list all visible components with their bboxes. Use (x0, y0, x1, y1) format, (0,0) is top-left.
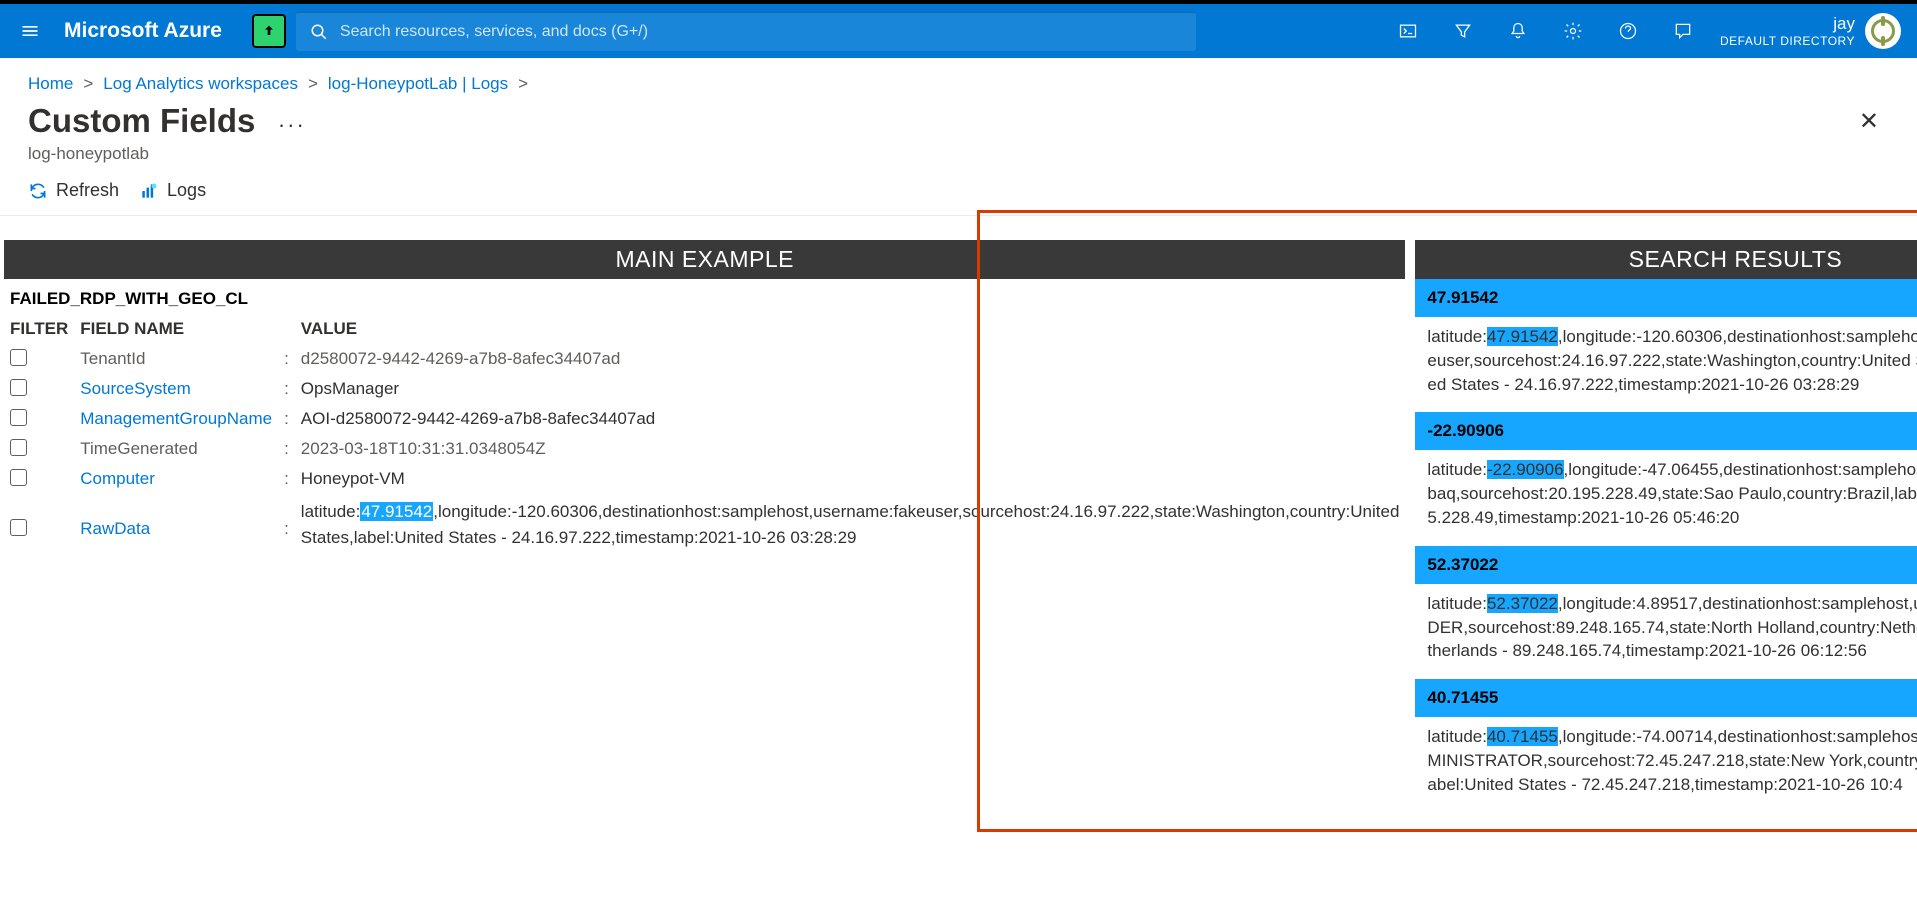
breadcrumb: Home > Log Analytics workspaces > log-Ho… (0, 58, 1917, 100)
topbar-icon-group (1380, 4, 1710, 58)
close-button[interactable]: ✕ (1859, 107, 1879, 136)
field-value-cell: AOI-d2580072-9442-4269-a7b8-8afec34407ad (295, 405, 1406, 435)
filter-checkbox[interactable] (10, 439, 27, 456)
page-title: Custom Fields (28, 102, 255, 139)
filter-checkbox[interactable] (10, 469, 27, 486)
logs-icon (139, 181, 159, 201)
chevron-right-icon: > (83, 74, 93, 94)
filter-checkbox[interactable] (10, 379, 27, 396)
field-name-cell[interactable]: Computer (74, 465, 278, 495)
filter-checkbox[interactable] (10, 349, 27, 366)
filter-checkbox[interactable] (10, 519, 27, 536)
breadcrumb-logs[interactable]: log-HoneypotLab | Logs (328, 74, 508, 94)
user-name: jay (1720, 14, 1855, 34)
bell-icon (1508, 21, 1528, 41)
search-result-header[interactable]: 52.37022 (1415, 546, 1917, 584)
field-name-cell[interactable]: ManagementGroupName (74, 405, 278, 435)
example-table: FILTER FIELD NAME VALUE TenantId:d258007… (4, 315, 1405, 556)
main-example-header: MAIN EXAMPLE (4, 240, 1405, 279)
azure-brand[interactable]: Microsoft Azure (64, 19, 222, 43)
search-results-panel: SEARCH RESULTS 47.91542latitude:47.91542… (1415, 240, 1917, 879)
hamburger-menu-button[interactable] (10, 11, 50, 51)
table-row: RawData:latitude:47.91542,longitude:-120… (4, 495, 1405, 556)
feedback-icon (1673, 21, 1693, 41)
chevron-right-icon: > (308, 74, 318, 94)
main-content: MAIN EXAMPLE FAILED_RDP_WITH_GEO_CL FILT… (0, 216, 1917, 879)
chevron-right-icon: > (518, 74, 528, 94)
user-menu[interactable]: jay DEFAULT DIRECTORY (1720, 13, 1907, 49)
table-row: ManagementGroupName:AOI-d2580072-9442-42… (4, 405, 1405, 435)
avatar (1865, 13, 1901, 49)
arrow-up-icon (261, 23, 277, 39)
field-value-cell: Honeypot-VM (295, 465, 1406, 495)
filter-icon (1453, 21, 1473, 41)
filter-button[interactable] (1435, 4, 1490, 58)
rawdata-value: latitude:47.91542,longitude:-120.60306,d… (295, 495, 1406, 556)
global-search[interactable] (296, 11, 1196, 51)
search-result-header[interactable]: -22.90906 (1415, 412, 1917, 450)
search-result-header[interactable]: 47.91542 (1415, 279, 1917, 317)
command-bar: Refresh Logs (0, 174, 1917, 216)
breadcrumb-home[interactable]: Home (28, 74, 73, 94)
gear-icon (1563, 21, 1583, 41)
main-example-panel: MAIN EXAMPLE FAILED_RDP_WITH_GEO_CL FILT… (4, 240, 1405, 879)
field-value-cell: OpsManager (295, 375, 1406, 405)
top-bar: Microsoft Azure jay DEFAULT DIRECTORY (0, 4, 1917, 58)
search-input[interactable] (340, 23, 1182, 41)
notifications-button[interactable] (1490, 4, 1545, 58)
table-row: TimeGenerated:2023-03-18T10:31:31.034805… (4, 435, 1405, 465)
col-value-header: VALUE (295, 315, 1406, 345)
hamburger-icon (20, 21, 40, 41)
logs-button[interactable]: Logs (139, 180, 206, 201)
field-name-cell[interactable]: SourceSystem (74, 375, 278, 405)
help-button[interactable] (1600, 4, 1655, 58)
table-row: TenantId:d2580072-9442-4269-a7b8-8afec34… (4, 345, 1405, 375)
logs-label: Logs (167, 180, 206, 201)
page-header: Custom Fields ··· ✕ (0, 100, 1917, 144)
cloud-shell-button[interactable] (1380, 4, 1435, 58)
refresh-icon (28, 181, 48, 201)
search-result-body: latitude:40.71455,longitude:-74.00714,de… (1415, 717, 1917, 812)
search-result-body: latitude:52.37022,longitude:4.89517,dest… (1415, 584, 1917, 679)
feedback-button[interactable] (1655, 4, 1710, 58)
col-field-header: FIELD NAME (74, 315, 278, 345)
col-filter-header: FILTER (4, 315, 74, 345)
more-actions-button[interactable]: ··· (278, 112, 306, 137)
table-row: SourceSystem:OpsManager (4, 375, 1405, 405)
filter-checkbox[interactable] (10, 409, 27, 426)
upgrade-box-button[interactable] (252, 14, 286, 48)
field-value-cell: d2580072-9442-4269-a7b8-8afec34407ad (295, 345, 1406, 375)
user-directory: DEFAULT DIRECTORY (1720, 34, 1855, 48)
search-result-body: latitude:-22.90906,longitude:-47.06455,d… (1415, 450, 1917, 545)
table-row: Computer:Honeypot-VM (4, 465, 1405, 495)
main-example-subheader: FAILED_RDP_WITH_GEO_CL (4, 279, 1405, 315)
field-name-cell: TenantId (74, 345, 278, 375)
page-subtitle: log-honeypotlab (0, 144, 1917, 174)
field-name-cell[interactable]: RawData (74, 495, 278, 556)
search-results-header: SEARCH RESULTS (1415, 240, 1917, 279)
search-results-scroll[interactable]: 47.91542latitude:47.91542,longitude:-120… (1415, 279, 1917, 854)
search-result-header[interactable]: 40.71455 (1415, 679, 1917, 717)
refresh-button[interactable]: Refresh (28, 180, 119, 201)
help-icon (1618, 21, 1638, 41)
cloud-shell-icon (1398, 21, 1418, 41)
field-value-cell: 2023-03-18T10:31:31.0348054Z (295, 435, 1406, 465)
field-name-cell: TimeGenerated (74, 435, 278, 465)
search-result-body: latitude:47.91542,longitude:-120.60306,d… (1415, 317, 1917, 412)
settings-button[interactable] (1545, 4, 1600, 58)
search-icon (310, 23, 328, 41)
breadcrumb-workspaces[interactable]: Log Analytics workspaces (103, 74, 298, 94)
refresh-label: Refresh (56, 180, 119, 201)
